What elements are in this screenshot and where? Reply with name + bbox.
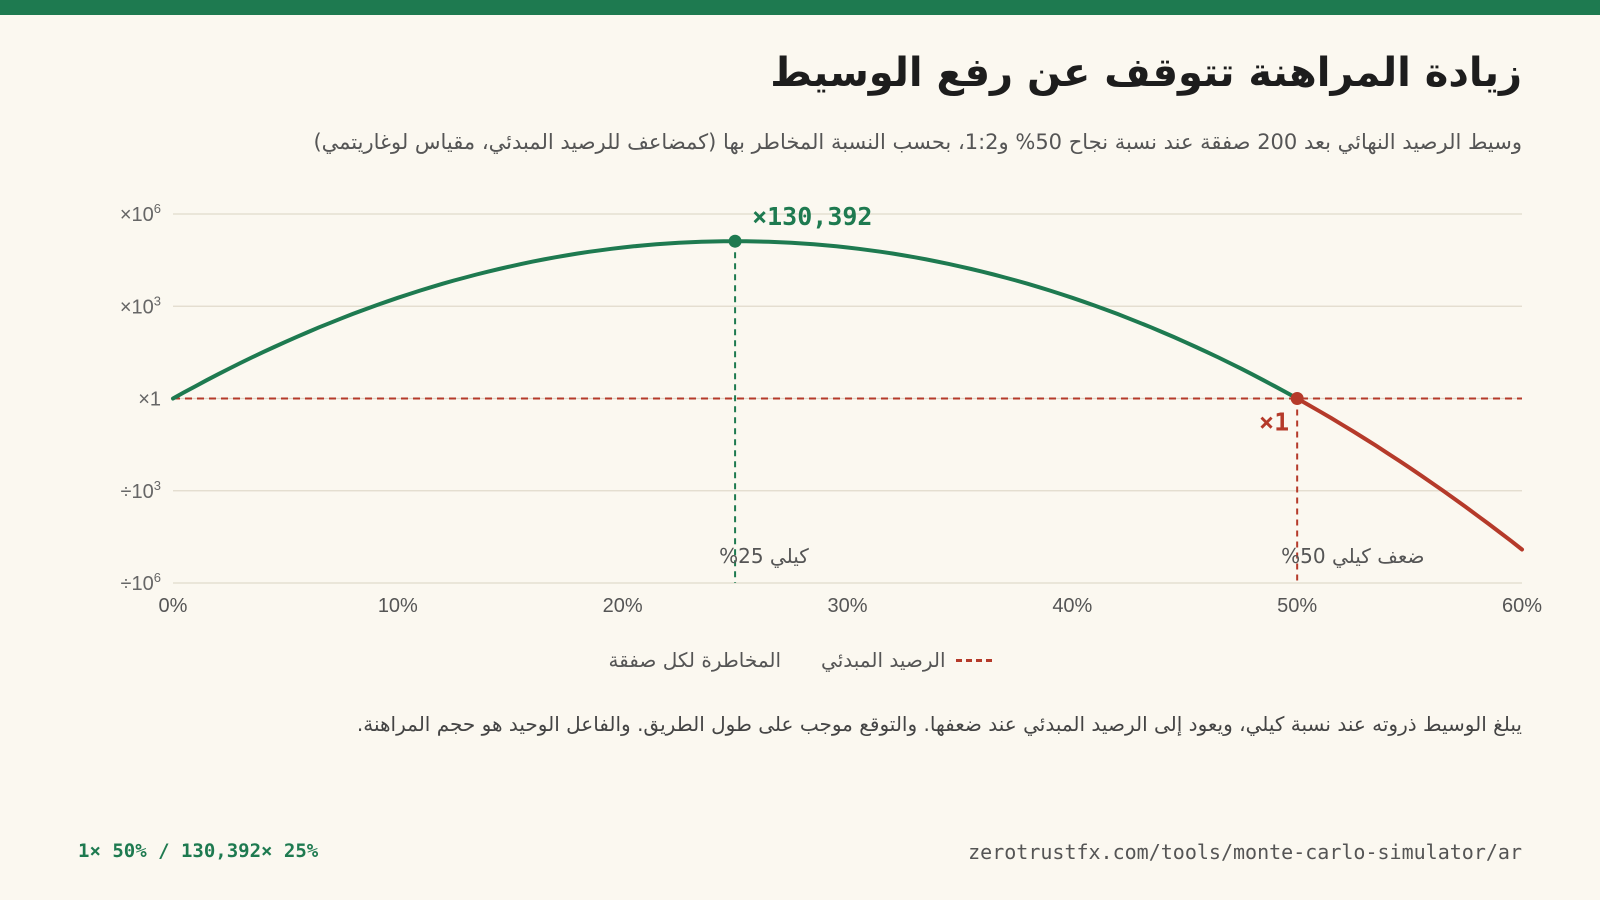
y-tick-label: ÷106 (121, 570, 161, 595)
y-tick-label: ×1 (138, 389, 161, 411)
x-tick-label: 20% (603, 595, 643, 617)
x-tick-label: 10% (378, 595, 418, 617)
x-tick-label: 40% (1052, 595, 1092, 617)
vline-label: ضعف كيلي 50% (1281, 544, 1424, 569)
y-tick-label: ÷103 (121, 478, 161, 503)
legend-risk-label: المخاطرة لكل صفقة (608, 648, 782, 672)
footer-url: zerotrustfx.com/tools/monte-carlo-simula… (968, 840, 1522, 864)
peak-point (728, 234, 742, 248)
breakeven-point (1290, 392, 1304, 405)
top-accent-bar (0, 0, 1600, 15)
y-tick-label: ×103 (120, 293, 161, 318)
y-tick-label: ×106 (120, 201, 161, 226)
x-tick-label: 60% (1502, 595, 1542, 617)
breakeven-label: ×1 (1259, 408, 1289, 437)
chart-note: يبلغ الوسيط ذروته عند نسبة كيلي، ويعود إ… (356, 712, 1522, 736)
x-tick-label: 0% (159, 595, 188, 617)
page-title: زيادة المراهنة تتوقف عن رفع الوسيط (770, 50, 1522, 96)
x-tick-label: 50% (1277, 595, 1317, 617)
series-line-negative (1295, 396, 1524, 552)
legend-dash-swatch (955, 658, 992, 662)
legend-baseline: الرصيد المبدئي (821, 648, 992, 672)
legend-baseline-label: الرصيد المبدئي (821, 648, 946, 672)
vline-label: كيلي 25% (719, 544, 809, 569)
legend-risk: المخاطرة لكل صفقة (608, 648, 781, 672)
page-subtitle: وسيط الرصيد النهائي بعد 200 صفقة عند نسب… (313, 130, 1522, 154)
x-tick-label: 30% (827, 595, 867, 617)
peak-label: ×130,392 (752, 202, 872, 231)
footer-summary: 1× 50% / 130,392× 25% (78, 840, 319, 862)
chart-legend: الرصيد المبدئي المخاطرة لكل صفقة (0, 648, 1600, 672)
